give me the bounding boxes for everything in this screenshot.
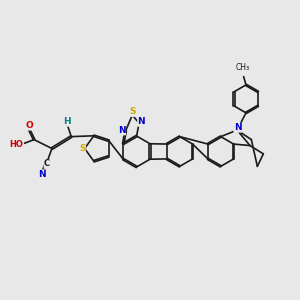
Text: N: N	[118, 126, 126, 135]
Text: S: S	[79, 144, 86, 153]
Text: N: N	[234, 123, 242, 132]
Text: S: S	[129, 107, 136, 116]
Text: C: C	[44, 160, 50, 169]
Text: HO: HO	[10, 140, 23, 149]
Text: N: N	[138, 117, 145, 126]
Text: CH₃: CH₃	[236, 63, 250, 72]
Text: N: N	[39, 170, 46, 179]
Text: H: H	[64, 117, 71, 126]
Text: O: O	[26, 121, 33, 130]
